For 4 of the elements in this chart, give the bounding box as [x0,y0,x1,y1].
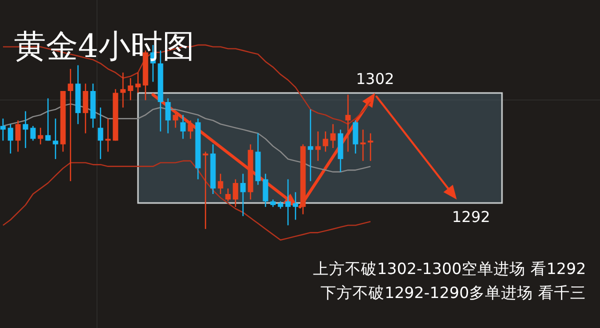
text: 1292 [452,208,490,226]
text: 上方不破1302-1300空单进场 看1292 [313,260,586,278]
text: 下方不破1292-1290多单进场 看千三 [320,284,586,302]
annotation: 1302 [356,70,394,88]
